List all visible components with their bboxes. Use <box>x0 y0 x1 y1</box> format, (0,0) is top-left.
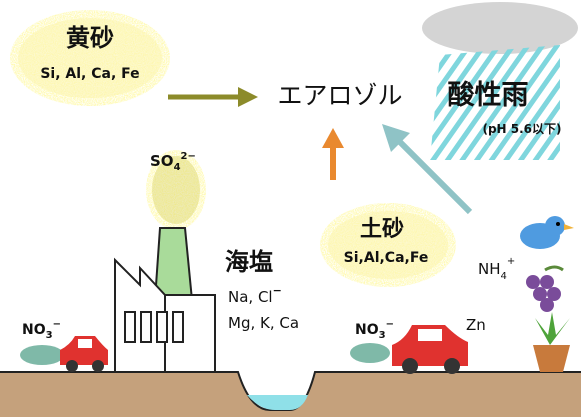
arrow <box>168 87 258 107</box>
label: NO3− <box>355 319 394 341</box>
label: Na, Cl− <box>228 284 282 306</box>
label: − <box>53 319 61 330</box>
label: Si, Al, Ca, Fe <box>40 66 139 82</box>
label: − <box>386 319 394 330</box>
label: NO3− <box>22 319 61 341</box>
label: + <box>507 256 515 267</box>
bird <box>520 216 574 249</box>
label: SO <box>150 152 174 170</box>
label: Zn <box>466 316 486 334</box>
car <box>20 336 108 372</box>
label: Na, Cl <box>228 288 273 306</box>
label: 4 <box>501 271 507 282</box>
label: − <box>273 284 282 297</box>
label: 黄砂 <box>66 24 114 52</box>
factory <box>115 228 215 372</box>
label: 2− <box>181 151 196 162</box>
label: 酸性雨 <box>448 80 529 111</box>
label: 3 <box>379 330 386 341</box>
label: 3 <box>46 330 53 341</box>
label: (pH 5.6以下) <box>482 122 561 136</box>
arrow <box>322 128 344 180</box>
label: Si,Al,Ca,Fe <box>344 250 429 266</box>
diagram: 黄砂 Si, Al, Ca, Fe エアロゾル 酸性雨 (pH 5.6以下) S… <box>0 0 581 417</box>
label: 4 <box>174 162 181 173</box>
plant <box>533 312 570 372</box>
label: エアロゾル <box>277 81 402 110</box>
label: NH <box>478 260 501 278</box>
label: NO <box>355 322 379 338</box>
label: Mg, K, Ca <box>228 314 299 332</box>
label: 海塩 <box>225 248 273 276</box>
label: NH4+ <box>478 256 515 282</box>
label: 土砂 <box>360 216 404 242</box>
label: NO <box>22 322 46 338</box>
grapes <box>526 267 563 312</box>
